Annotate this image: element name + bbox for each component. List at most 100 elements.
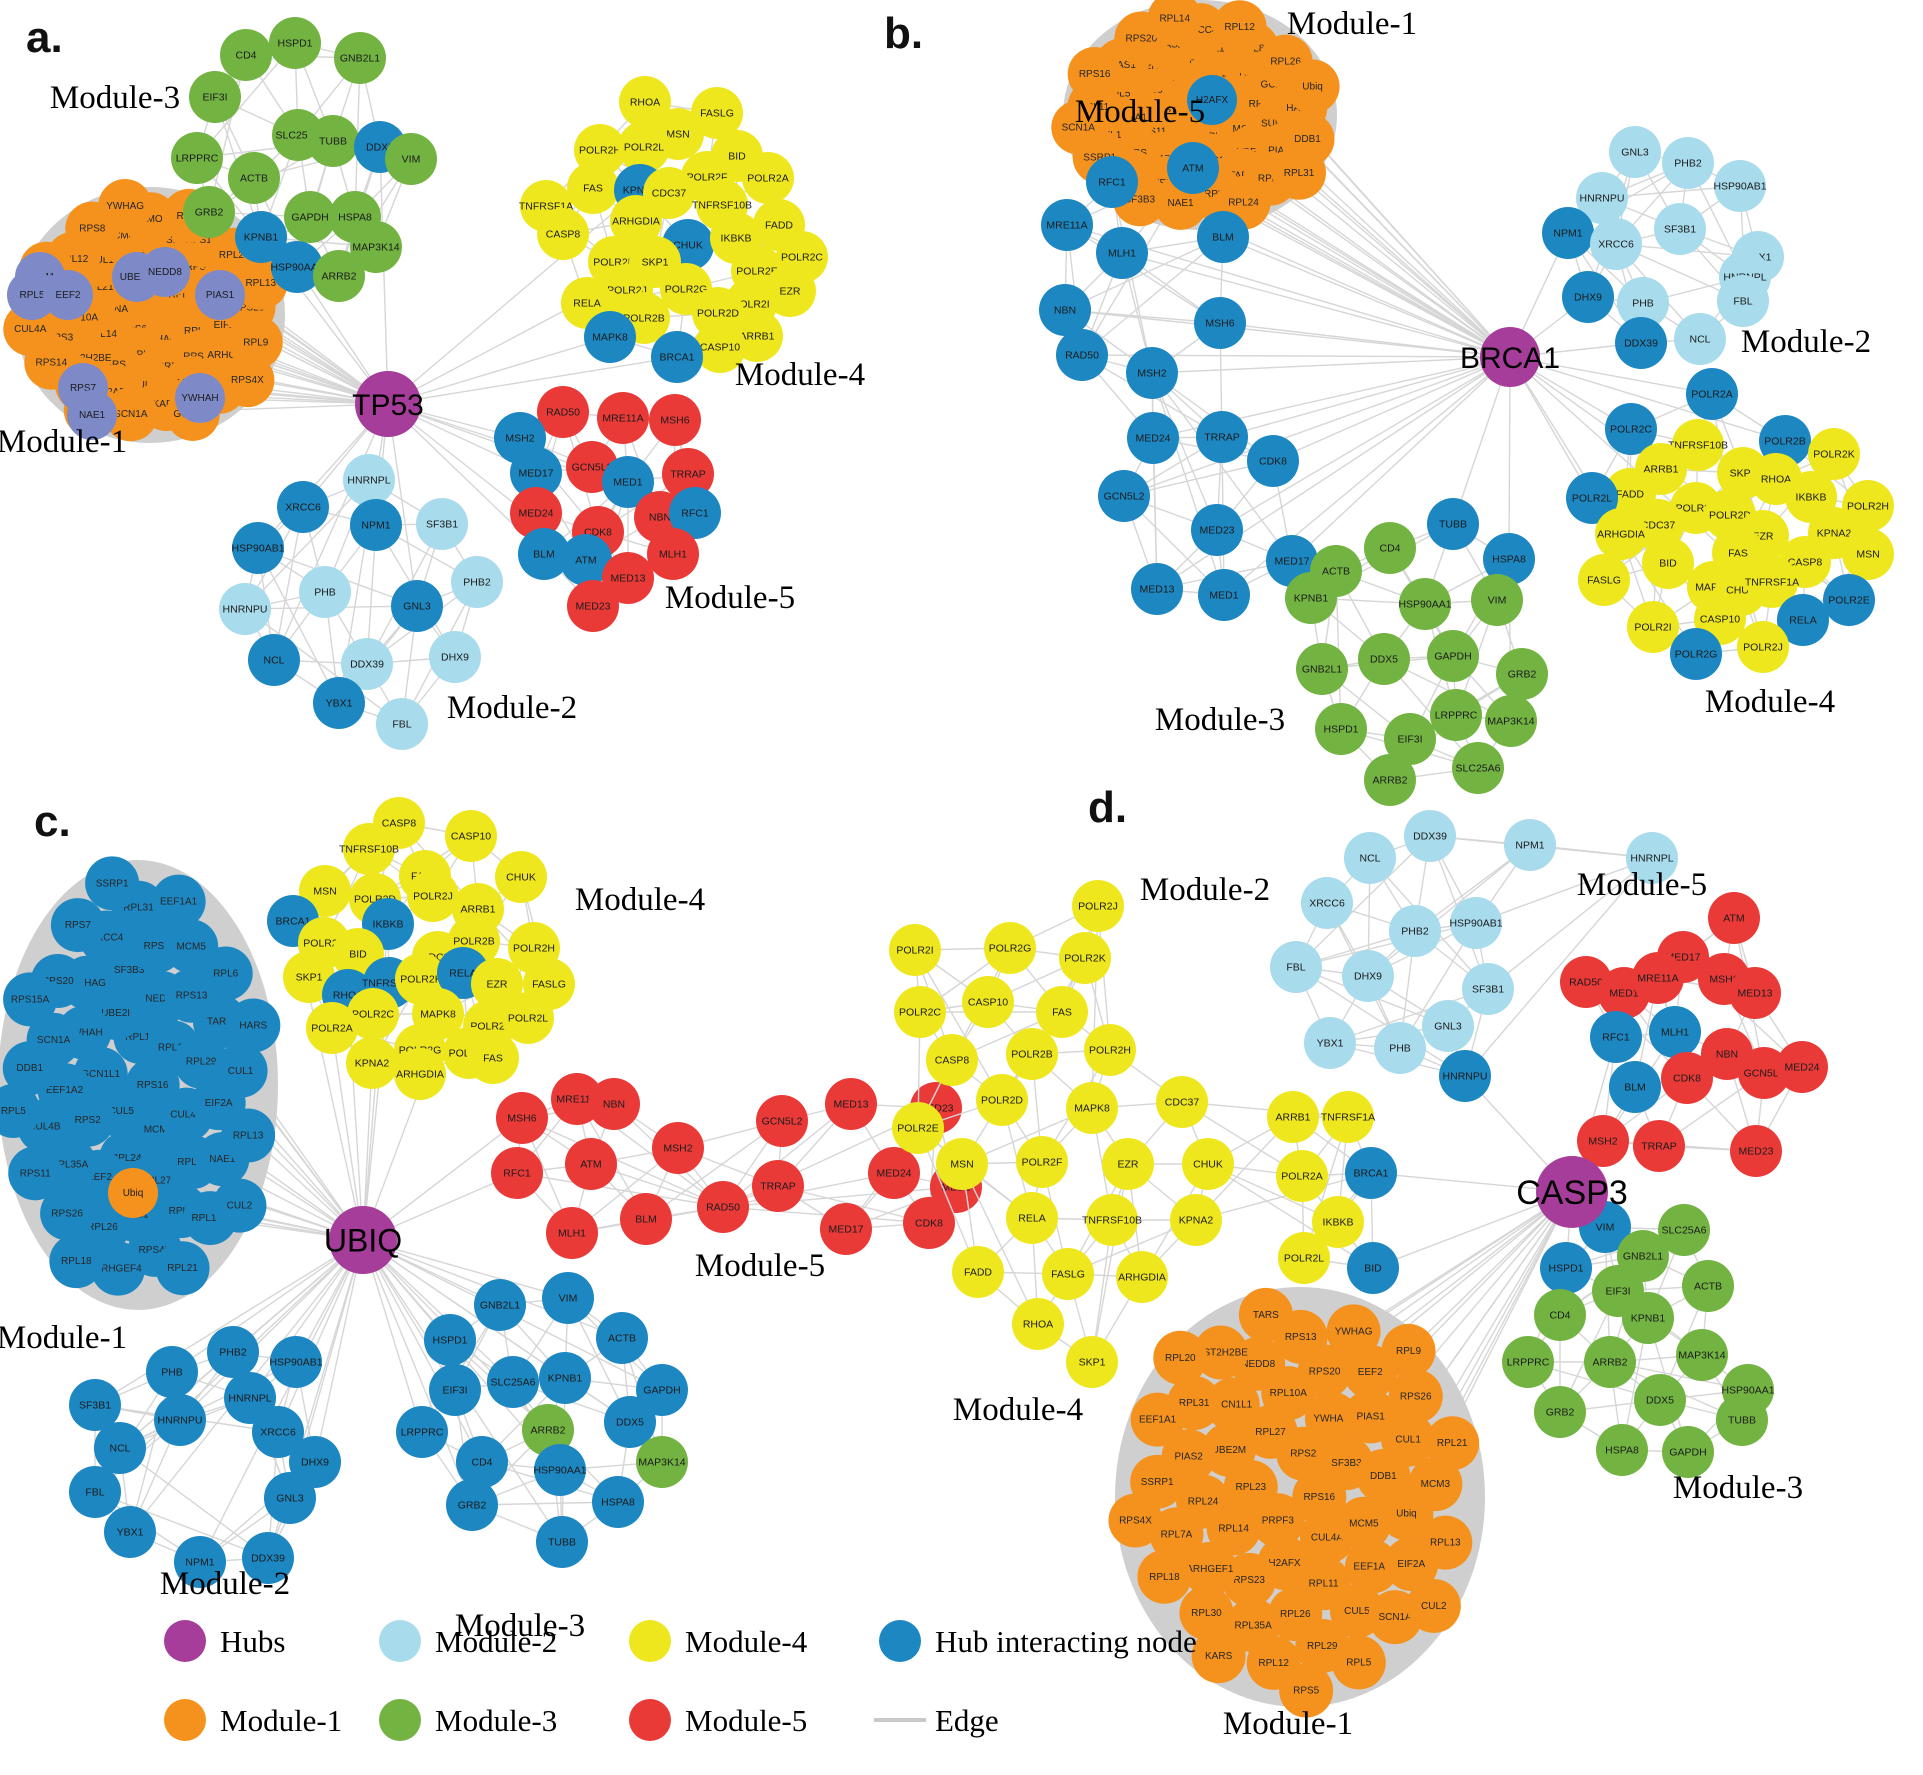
node-Ubiq[interactable] bbox=[108, 1168, 158, 1218]
node-RPL5[interactable] bbox=[1331, 1635, 1386, 1690]
node-HNRNPU[interactable] bbox=[1576, 172, 1628, 224]
node-MED1[interactable] bbox=[602, 456, 654, 508]
node-SCN1A[interactable] bbox=[1051, 100, 1106, 155]
node-PHB2[interactable] bbox=[451, 556, 503, 608]
node-HSPD1[interactable] bbox=[1540, 1242, 1592, 1294]
node-MAP3K14[interactable] bbox=[1676, 1329, 1728, 1381]
node-PHB[interactable] bbox=[299, 566, 351, 618]
node-TNFRSF10B[interactable] bbox=[1086, 1194, 1138, 1246]
node-MED13[interactable] bbox=[825, 1078, 877, 1130]
node-LRPPRC[interactable] bbox=[1502, 1336, 1554, 1388]
node-SF3B1[interactable] bbox=[69, 1379, 121, 1431]
node-YBX1[interactable] bbox=[104, 1506, 156, 1558]
node-MRE11A[interactable] bbox=[1632, 952, 1684, 1004]
node-HSP90AB1[interactable] bbox=[232, 522, 284, 574]
node-TRRAP[interactable] bbox=[1633, 1120, 1685, 1172]
node-DDX39[interactable] bbox=[1404, 810, 1456, 862]
node-CHUK[interactable] bbox=[495, 851, 547, 903]
node-MLH1[interactable] bbox=[1649, 1006, 1701, 1058]
node-FASLG[interactable] bbox=[1042, 1248, 1094, 1300]
node-RPL12[interactable] bbox=[1212, 0, 1267, 55]
node-MLH1[interactable] bbox=[546, 1207, 598, 1259]
node-GNL3[interactable] bbox=[391, 580, 443, 632]
node-TUBB[interactable] bbox=[536, 1516, 588, 1568]
node-RPL31[interactable] bbox=[1272, 145, 1327, 200]
node-YWHAH[interactable] bbox=[1304, 1391, 1359, 1446]
node-RFC1[interactable] bbox=[1590, 1011, 1642, 1063]
node-SKP1[interactable] bbox=[283, 951, 335, 1003]
node-EIF3I[interactable] bbox=[1384, 713, 1436, 765]
node-POLR2C[interactable] bbox=[1605, 403, 1657, 455]
node-MSH6[interactable] bbox=[496, 1092, 548, 1144]
node-CD4[interactable] bbox=[1534, 1289, 1586, 1341]
node-RPS11[interactable] bbox=[8, 1146, 63, 1201]
node-FAS[interactable] bbox=[567, 162, 619, 214]
node-CASP10[interactable] bbox=[694, 321, 746, 373]
node-MED24[interactable] bbox=[1776, 1041, 1828, 1093]
node-EEF2[interactable] bbox=[43, 270, 93, 320]
node-ACTB[interactable] bbox=[228, 152, 280, 204]
hub-node-TP53[interactable] bbox=[355, 371, 421, 437]
node-LRPPRC[interactable] bbox=[396, 1406, 448, 1458]
node-DDX5[interactable] bbox=[1358, 633, 1410, 685]
node-BID[interactable] bbox=[1347, 1242, 1399, 1294]
node-YWHAH[interactable] bbox=[175, 373, 225, 423]
node-NPM1[interactable] bbox=[174, 1536, 226, 1588]
node-MED17[interactable] bbox=[820, 1203, 872, 1255]
node-PHB2[interactable] bbox=[1662, 137, 1714, 189]
node-RPS4X[interactable] bbox=[1108, 1493, 1163, 1548]
node-CASP8[interactable] bbox=[926, 1034, 978, 1086]
node-TNFRSF10B[interactable] bbox=[1672, 419, 1724, 471]
node-POLR2C[interactable] bbox=[347, 988, 399, 1040]
node-TNFRSF1A[interactable] bbox=[1322, 1091, 1374, 1143]
node-POLR2K[interactable] bbox=[1808, 428, 1860, 480]
node-POLR2K[interactable] bbox=[1059, 932, 1111, 984]
node-CDK8[interactable] bbox=[903, 1197, 955, 1249]
node-DDX39[interactable] bbox=[242, 1532, 294, 1584]
node-RPL21[interactable] bbox=[155, 1241, 210, 1296]
node-MAP3K14[interactable] bbox=[636, 1436, 688, 1488]
node-RELA[interactable] bbox=[1006, 1192, 1058, 1244]
node-IKBKB[interactable] bbox=[1312, 1196, 1364, 1248]
node-RFC1[interactable] bbox=[491, 1147, 543, 1199]
node-H2AFX[interactable] bbox=[1187, 75, 1237, 125]
node-POLR2J[interactable] bbox=[1072, 880, 1124, 932]
node-MED23[interactable] bbox=[1191, 504, 1243, 556]
node-HSPA8[interactable] bbox=[1483, 533, 1535, 585]
node-DHX9[interactable] bbox=[1342, 950, 1394, 1002]
node-SLC25A6[interactable] bbox=[1658, 1204, 1710, 1256]
node-GAPDH[interactable] bbox=[1662, 1426, 1714, 1478]
node-MCM3[interactable] bbox=[1408, 1457, 1463, 1512]
node-POLR2J[interactable] bbox=[407, 870, 459, 922]
node-FBL[interactable] bbox=[376, 698, 428, 750]
node-POLR2I[interactable] bbox=[889, 924, 941, 976]
node-NCL[interactable] bbox=[248, 634, 300, 686]
node-RPL5[interactable] bbox=[0, 1084, 41, 1139]
node-CD4[interactable] bbox=[1364, 522, 1416, 574]
node-PIAS1[interactable] bbox=[195, 270, 245, 320]
node-KPNB1[interactable] bbox=[539, 1352, 591, 1404]
node-GAPDH[interactable] bbox=[284, 191, 336, 243]
node-FAS[interactable] bbox=[1036, 986, 1088, 1038]
node-MED24[interactable] bbox=[1127, 412, 1179, 464]
node-HSPA8[interactable] bbox=[1596, 1424, 1648, 1476]
node-MLH1[interactable] bbox=[647, 528, 699, 580]
node-BLM[interactable] bbox=[1609, 1061, 1661, 1113]
node-Ubiq[interactable] bbox=[1285, 59, 1340, 114]
node-PHB[interactable] bbox=[1374, 1022, 1426, 1074]
node-GCN5L2[interactable] bbox=[1098, 470, 1150, 522]
node-GAPDH[interactable] bbox=[636, 1364, 688, 1416]
node-RPL5[interactable] bbox=[7, 270, 57, 320]
node-CUL2[interactable] bbox=[212, 1178, 267, 1233]
node-GRB2[interactable] bbox=[1534, 1386, 1586, 1438]
node-MSH2[interactable] bbox=[652, 1122, 704, 1174]
node-EIF3I[interactable] bbox=[429, 1364, 481, 1416]
node-CD4[interactable] bbox=[220, 29, 272, 81]
node-NPM1[interactable] bbox=[350, 499, 402, 551]
node-GRB2[interactable] bbox=[183, 186, 235, 238]
node-RPL14[interactable] bbox=[1147, 0, 1202, 46]
node-TUBB[interactable] bbox=[307, 115, 359, 167]
node-CDC37[interactable] bbox=[1156, 1076, 1208, 1128]
node-NPM1[interactable] bbox=[1504, 819, 1556, 871]
node-UBE2M[interactable] bbox=[1201, 1422, 1256, 1477]
